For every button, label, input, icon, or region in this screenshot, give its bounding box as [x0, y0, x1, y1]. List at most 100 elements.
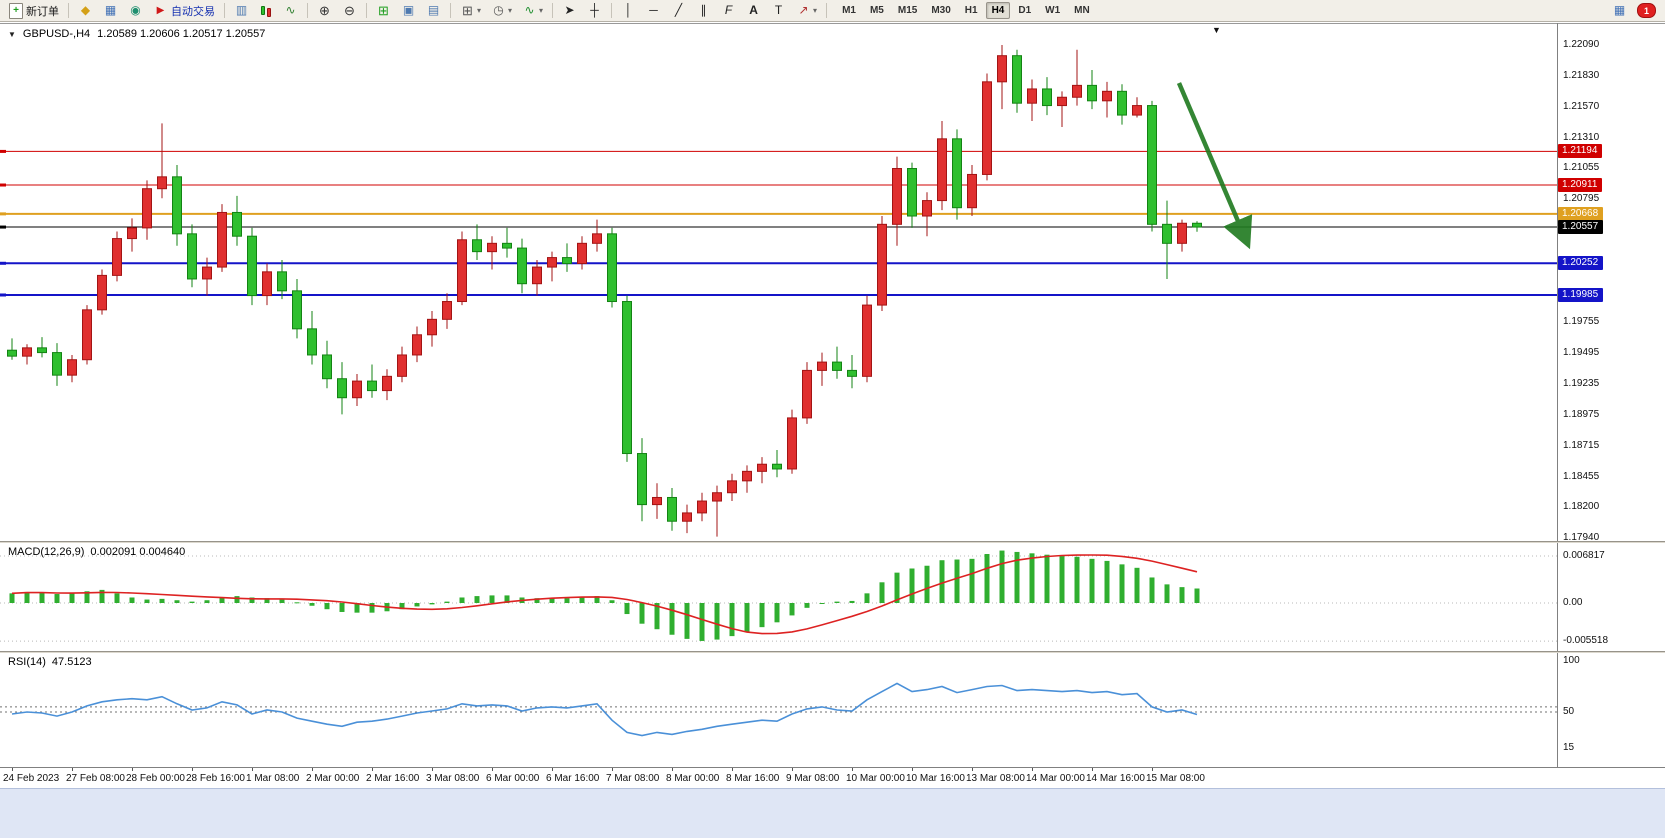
navigator-button[interactable]: ◉ — [123, 0, 148, 22]
candle-body — [307, 328, 317, 356]
macd-bar — [489, 595, 495, 603]
chart-shift-marker-icon[interactable]: ▼ — [1212, 25, 1221, 35]
panel-divider[interactable] — [0, 541, 1665, 543]
time-axis-label: 24 Feb 2023 — [3, 773, 60, 784]
macd-bar — [459, 597, 465, 603]
time-axis-label: 3 Mar 08:00 — [426, 773, 480, 784]
tile-windows-button[interactable]: ⊞ — [371, 0, 396, 22]
candle-body — [292, 290, 302, 330]
timeframe-m5-button[interactable]: M5 — [869, 5, 884, 16]
hline-tool-button[interactable]: ─ — [641, 0, 666, 22]
separator — [611, 3, 613, 18]
candle-body — [892, 168, 902, 225]
label-tool-button[interactable]: T — [766, 0, 791, 22]
macd-bar — [1089, 558, 1095, 603]
timeframe-h1-button[interactable]: H1 — [964, 5, 978, 16]
candle-body — [952, 138, 962, 209]
panel-divider[interactable] — [0, 651, 1665, 653]
cascade-windows-button[interactable]: ▣ — [396, 0, 421, 22]
channel-tool-button[interactable]: ∥ — [691, 0, 716, 22]
time-tick — [972, 768, 973, 771]
new-order-button[interactable]: + 新订单 — [4, 0, 64, 22]
axis-separator — [1557, 23, 1558, 767]
bar-chart-button[interactable]: ▥ — [229, 0, 254, 22]
timeframe-buttons: M1 M5 M15 M30 H1 H4 D1 W1 MN — [835, 2, 1097, 19]
candle-body — [772, 463, 782, 470]
macd-bar — [294, 602, 300, 604]
notification-button[interactable]: 1 — [1632, 0, 1661, 22]
rsi-label: RSI(14) 47.5123 — [8, 656, 92, 668]
timeframe-m30-button[interactable]: M30 — [931, 5, 951, 16]
vline-tool-button[interactable]: │ — [616, 0, 641, 22]
macd-bar — [69, 593, 75, 603]
grid-menu-button[interactable]: ⊞ ▾ — [455, 0, 486, 22]
tile-horizontal-button[interactable]: ▤ — [421, 0, 446, 22]
market-watch-button[interactable]: ◆ — [73, 0, 98, 22]
time-axis-label: 8 Mar 16:00 — [726, 773, 780, 784]
cursor-icon: ➤ — [564, 3, 575, 17]
macd-bar — [1014, 551, 1020, 603]
timeframe-mn-button[interactable]: MN — [1074, 5, 1090, 16]
time-tick — [852, 768, 853, 771]
time-tick — [912, 768, 913, 771]
timeframe-h4-button[interactable]: H4 — [985, 2, 1011, 19]
autotrading-button[interactable]: ▶ 自动交易 — [148, 0, 220, 22]
macd-bar — [324, 603, 330, 610]
clock-icon: ◷ — [493, 3, 504, 17]
terminal-icon: ▦ — [1613, 3, 1626, 17]
price-line-tag: 1.19985 — [1558, 287, 1604, 302]
price-axis-label: 1.18200 — [1563, 500, 1600, 512]
line-chart-button[interactable]: ∿ — [278, 0, 303, 22]
candle-body — [787, 417, 797, 470]
zoom-in-button[interactable]: ⊕ — [312, 0, 337, 22]
macd-bar — [1029, 553, 1035, 603]
timeframe-m1-button[interactable]: M1 — [842, 5, 856, 16]
trend-arrow-annotation[interactable] — [1176, 82, 1253, 250]
cursor-tool-button[interactable]: ➤ — [557, 0, 582, 22]
chart-menu-icon[interactable]: ▼ — [8, 29, 16, 39]
time-axis-label: 28 Feb 00:00 — [126, 773, 185, 784]
chart-title: ▼ GBPUSD-,H4 1.20589 1.20606 1.20517 1.2… — [8, 28, 265, 40]
timeframe-m15-button[interactable]: M15 — [897, 5, 918, 16]
rsi-canvas[interactable] — [0, 653, 1557, 767]
macd-canvas[interactable] — [0, 543, 1557, 651]
trendline-tool-button[interactable]: ╱ — [666, 0, 691, 22]
price-chart-canvas[interactable] — [0, 24, 1557, 542]
macd-bar — [39, 592, 45, 603]
text-tool-button[interactable]: A — [741, 0, 766, 22]
data-window-button[interactable]: ▦ — [98, 0, 123, 22]
candle-body — [637, 453, 647, 506]
separator — [450, 3, 451, 18]
macd-bar — [279, 599, 285, 603]
crosshair-tool-button[interactable]: ┼ — [582, 0, 607, 22]
macd-bar — [429, 603, 435, 605]
timeframe-d1-button[interactable]: D1 — [1018, 5, 1032, 16]
fibonacci-tool-button[interactable]: F — [716, 0, 741, 22]
macd-bar — [864, 593, 870, 603]
macd-bar — [1044, 554, 1050, 603]
text-icon: A — [749, 3, 758, 17]
shapes-menu-button[interactable]: ↗ ▾ — [791, 0, 822, 22]
candle-body — [412, 334, 422, 356]
period-menu-button[interactable]: ◷ ▾ — [486, 0, 517, 22]
macd-bar — [984, 554, 990, 603]
candlestick-chart-button[interactable] — [254, 0, 278, 22]
macd-bar — [474, 596, 480, 603]
candle-body — [157, 176, 167, 190]
fibonacci-icon: F — [724, 3, 733, 17]
macd-bar — [129, 597, 135, 603]
time-axis-label: 10 Mar 16:00 — [906, 773, 965, 784]
time-axis[interactable]: 24 Feb 2023 27 Feb 08:00 28 Feb 00:00 28 Fe… — [0, 767, 1665, 788]
macd-axis-label: 0.00 — [1563, 597, 1583, 608]
candle-body — [142, 188, 152, 229]
timeframe-w1-button[interactable]: W1 — [1045, 5, 1061, 16]
time-tick — [132, 768, 133, 771]
indicators-menu-button[interactable]: ∿ ▾ — [517, 0, 548, 22]
candle-body — [127, 227, 137, 240]
macd-bar — [969, 558, 975, 603]
candle-body — [97, 274, 107, 311]
zoom-out-button[interactable]: ⊖ — [337, 0, 362, 22]
terminal-button[interactable]: ▦ — [1607, 0, 1632, 22]
candle-body — [832, 361, 842, 371]
zoom-out-icon: ⊖ — [344, 3, 355, 18]
